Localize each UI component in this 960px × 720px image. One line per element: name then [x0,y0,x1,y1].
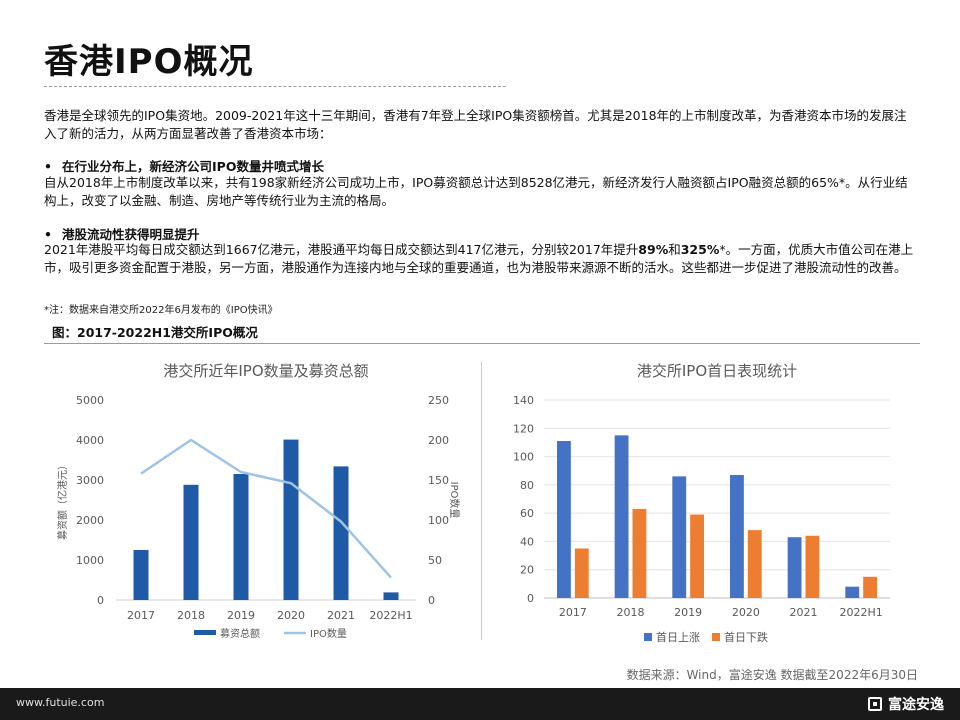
x-tick-label: 2020 [277,609,305,622]
bar-funds-2019 [233,474,249,600]
bar-rise-2017 [556,441,571,598]
bullet-2-title: 港股流动性获得明显提升 [62,227,200,242]
figure-divider [44,343,920,344]
y-left-tick-label: 0 [97,594,104,607]
y-right-tick-label: 50 [428,554,442,567]
chart-1-title: 港交所近年IPO数量及募资总额 [163,362,368,380]
y-right-axis-label: IPO数量 [448,482,461,519]
line-ipo-count [140,438,392,579]
intro-paragraph: 香港是全球领先的IPO集资地。2009-2021年这十三年期间，香港有7年登上全… [44,108,907,141]
x-tick-label: 2021 [790,606,818,619]
bullet-2-highlight-1: 89% [638,242,669,257]
bar-funds-2021 [333,466,349,600]
y-right-tick-label: 0 [428,594,435,607]
y-tick-label: 20 [520,564,534,577]
y-left-tick-label: 2000 [76,514,104,527]
footnote: *注：数据来自港交所2022年6月发布的《IPO快讯》 [44,305,278,316]
bar-rise-2019 [672,476,687,598]
y-tick-label: 80 [520,479,534,492]
bullet-2-text-a: 2021年港股平均每日成交额达到1667亿港元，港股通平均每日成交额达到417亿… [44,242,639,257]
brand-logo-icon [868,697,882,711]
ipo-first-day-chart: 港交所IPO首日表现统计 0 20 40 60 80 100 120 140 2017 2018 20… [513,362,890,644]
y-tick-label: 140 [513,394,534,407]
x-tick-label: 2021 [327,609,355,622]
bar-rise-2022H1 [845,586,860,598]
x-tick-label: 2019 [674,606,702,619]
bullet-marker: • [44,227,52,242]
chart-2-title: 港交所IPO首日表现统计 [637,362,797,380]
bullet-2-text-b: *。一方面，优质大市值公司在港上市，吸引更多资金配置于港股，另一方面，港股通作为… [44,242,914,275]
y-left-tick-label: 3000 [76,474,104,487]
x-tick-label: 2017 [559,606,587,619]
page-title: 香港IPO概况 [44,42,254,82]
x-tick-label: 2018 [617,606,645,619]
legend-rise-label: 首日上涨 [656,630,700,644]
x-tick-label: 2017 [127,609,155,622]
legend-fall-swatch [712,633,720,641]
bar-rise-2018 [614,435,629,598]
footer-bar: www.futuie.com 富途安逸 [0,688,960,720]
legend-fall-label: 首日下跌 [724,630,768,644]
bar-rise-2020 [729,474,744,598]
x-tick-label: 2019 [227,609,255,622]
bar-fall-2022H1 [863,576,878,598]
y-right-tick-label: 250 [428,394,449,407]
footer-logo: 富途安逸 [868,694,944,714]
bar-funds-2020 [283,439,299,600]
legend-funds-label: 募资总额 [220,627,260,640]
bar-funds-2022H1 [383,592,399,600]
bullet-marker: • [44,159,52,174]
y-tick-label: 0 [527,592,534,605]
y-tick-label: 60 [520,507,534,520]
bullet-1-text: 自从2018年上市制度改革以来，共有198家新经济公司成功上市，IPO募资额总计… [44,175,908,208]
x-tick-label: 2018 [177,609,205,622]
y-right-tick-label: 200 [428,434,449,447]
bullet-2-text: 2021年港股平均每日成交额达到1667亿港元，港股通平均每日成交额达到417亿… [44,241,914,277]
y-tick-label: 120 [513,422,534,435]
x-tick-label: 2022H1 [840,606,883,619]
bar-fall-2020 [747,530,762,598]
footer-brand: 富途安逸 [888,697,944,713]
legend-ipo-count-label: IPO数量 [310,627,347,640]
bar-rise-2021 [787,537,802,598]
x-tick-label: 2020 [732,606,760,619]
bar-funds-2018 [183,484,199,600]
bullet-1-title: 在行业分布上，新经济公司IPO数量井喷式增长 [62,159,324,174]
y-left-tick-label: 5000 [76,394,104,407]
footer-url[interactable]: www.futuie.com [16,696,105,709]
chart-divider [481,362,482,640]
y-right-tick-label: 150 [428,474,449,487]
ipo-count-funds-chart: 港交所近年IPO数量及募资总额 0 1000 2000 3000 4000 5000 0 50 1… [56,362,461,640]
y-tick-label: 40 [520,535,534,548]
bar-fall-2019 [690,514,705,598]
bar-funds-2017 [133,550,149,600]
legend-rise-swatch [644,633,652,641]
title-divider [44,86,506,87]
bar-fall-2021 [805,535,820,598]
legend-funds-swatch [194,630,216,635]
y-left-tick-label: 4000 [76,434,104,447]
bar-fall-2018 [632,508,647,598]
y-left-tick-label: 1000 [76,554,104,567]
bullet-2-highlight-2: 325% [680,242,720,257]
y-left-axis-label: 募资额（亿港元） [56,460,69,540]
x-tick-label: 2022H1 [369,609,412,622]
y-tick-label: 100 [513,451,534,464]
data-source: 数据来源：Wind，富途安逸 数据截至2022年6月30日 [626,668,918,682]
bullet-2-heading: • 港股流动性获得明显提升 [44,224,200,243]
figure-label: 图：2017-2022H1港交所IPO概况 [52,325,258,340]
bullet-2-and: 和 [668,242,681,257]
bullet-1-heading: • 在行业分布上，新经济公司IPO数量井喷式增长 [44,156,324,175]
bar-fall-2017 [574,548,589,598]
y-right-tick-label: 100 [428,514,449,527]
